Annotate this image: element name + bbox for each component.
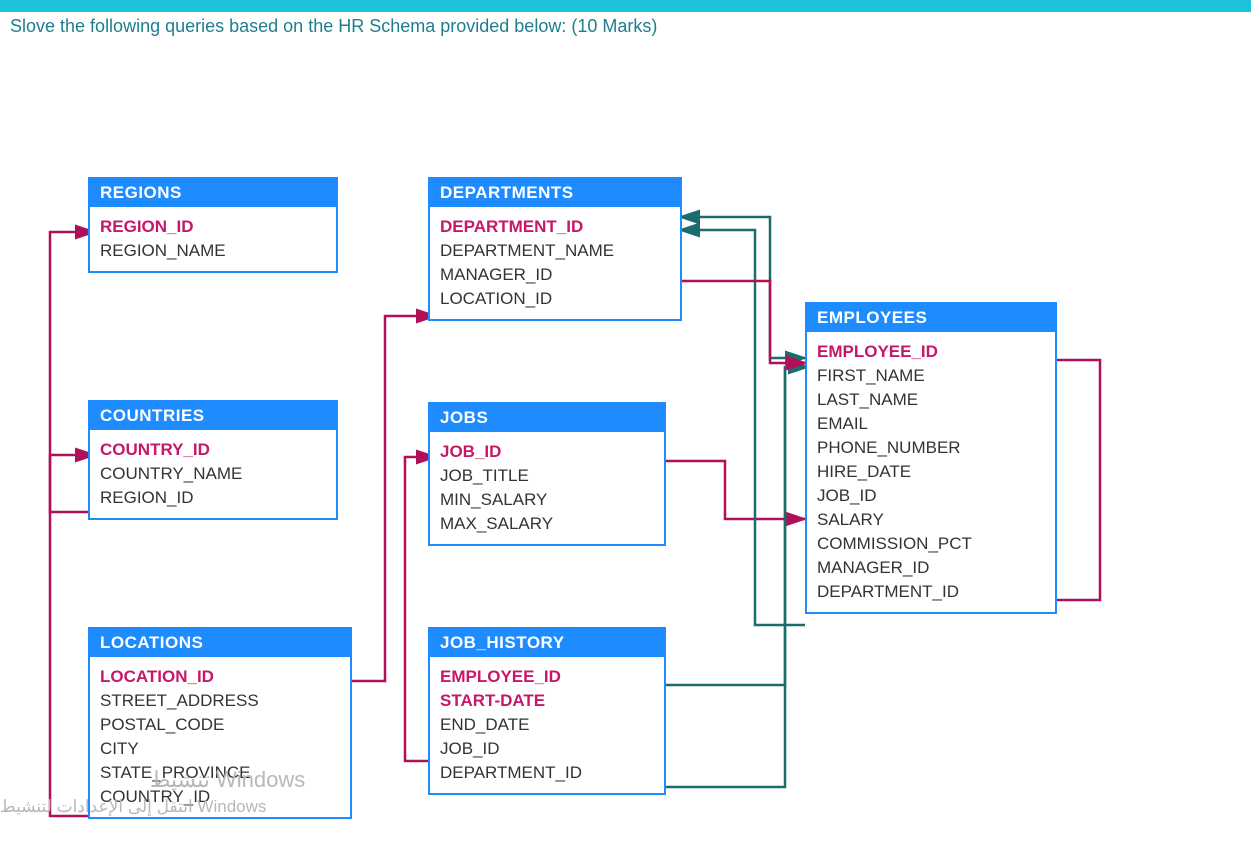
entity-header-countries: COUNTRIES (90, 402, 336, 430)
field-departments-location_id: LOCATION_ID (440, 287, 670, 311)
field-departments-department_name: DEPARTMENT_NAME (440, 239, 670, 263)
field-employees-phone_number: PHONE_NUMBER (817, 436, 1045, 460)
entity-body-regions: REGION_IDREGION_NAME (90, 207, 336, 271)
entity-jobs: JOBSJOB_IDJOB_TITLEMIN_SALARYMAX_SALARY (428, 402, 666, 546)
field-employees-department_id: DEPARTMENT_ID (817, 580, 1045, 604)
field-departments-department_id: DEPARTMENT_ID (440, 215, 670, 239)
field-employees-last_name: LAST_NAME (817, 388, 1045, 412)
field-locations-location_id: LOCATION_ID (100, 665, 340, 689)
entity-header-jobs: JOBS (430, 404, 664, 432)
entity-body-jobs: JOB_IDJOB_TITLEMIN_SALARYMAX_SALARY (430, 432, 664, 544)
watermark-line2: انتقل إلى الإعدادات لتنشيط Windows (0, 797, 266, 817)
field-job_history-employee_id: EMPLOYEE_ID (440, 665, 654, 689)
field-countries-country_id: COUNTRY_ID (100, 438, 326, 462)
entity-header-departments: DEPARTMENTS (430, 179, 680, 207)
question-text: Slove the following queries based on the… (0, 12, 1251, 67)
entity-body-job_history: EMPLOYEE_IDSTART-DATEEND_DATEJOB_IDDEPAR… (430, 657, 664, 793)
entity-job_history: JOB_HISTORYEMPLOYEE_IDSTART-DATEEND_DATE… (428, 627, 666, 795)
field-jobs-job_id: JOB_ID (440, 440, 654, 464)
entity-header-regions: REGIONS (90, 179, 336, 207)
entity-regions: REGIONSREGION_IDREGION_NAME (88, 177, 338, 273)
entity-body-countries: COUNTRY_IDCOUNTRY_NAMEREGION_ID (90, 430, 336, 518)
entity-employees: EMPLOYEESEMPLOYEE_IDFIRST_NAMELAST_NAMEE… (805, 302, 1057, 614)
field-locations-postal_code: POSTAL_CODE (100, 713, 340, 737)
watermark-line1: تنشيط Windows (150, 767, 305, 793)
field-job_history-start-date: START-DATE (440, 689, 654, 713)
field-locations-street_address: STREET_ADDRESS (100, 689, 340, 713)
field-employees-commission_pct: COMMISSION_PCT (817, 532, 1045, 556)
field-employees-job_id: JOB_ID (817, 484, 1045, 508)
field-employees-hire_date: HIRE_DATE (817, 460, 1045, 484)
diagram-canvas: REGIONSREGION_IDREGION_NAMECOUNTRIESCOUN… (0, 67, 1251, 867)
field-departments-manager_id: MANAGER_ID (440, 263, 670, 287)
field-countries-region_id: REGION_ID (100, 486, 326, 510)
field-employees-manager_id: MANAGER_ID (817, 556, 1045, 580)
field-employees-salary: SALARY (817, 508, 1045, 532)
field-countries-country_name: COUNTRY_NAME (100, 462, 326, 486)
field-job_history-end_date: END_DATE (440, 713, 654, 737)
entity-header-employees: EMPLOYEES (807, 304, 1055, 332)
field-regions-region_name: REGION_NAME (100, 239, 326, 263)
entity-body-locations: LOCATION_IDSTREET_ADDRESSPOSTAL_CODECITY… (90, 657, 350, 817)
field-locations-city: CITY (100, 737, 340, 761)
entity-countries: COUNTRIESCOUNTRY_IDCOUNTRY_NAMEREGION_ID (88, 400, 338, 520)
connector-5 (680, 217, 805, 358)
entity-body-departments: DEPARTMENT_IDDEPARTMENT_NAMEMANAGER_IDLO… (430, 207, 680, 319)
connector-7 (666, 367, 808, 787)
header-bar (0, 0, 1251, 12)
field-job_history-job_id: JOB_ID (440, 737, 654, 761)
entity-header-job_history: JOB_HISTORY (430, 629, 664, 657)
connector-6 (680, 230, 805, 625)
field-employees-email: EMAIL (817, 412, 1045, 436)
entity-body-employees: EMPLOYEE_IDFIRST_NAMELAST_NAMEEMAILPHONE… (807, 332, 1055, 612)
field-job_history-department_id: DEPARTMENT_ID (440, 761, 654, 785)
field-jobs-job_title: JOB_TITLE (440, 464, 654, 488)
field-employees-employee_id: EMPLOYEE_ID (817, 340, 1045, 364)
field-regions-region_id: REGION_ID (100, 215, 326, 239)
field-jobs-min_salary: MIN_SALARY (440, 488, 654, 512)
field-jobs-max_salary: MAX_SALARY (440, 512, 654, 536)
entity-header-locations: LOCATIONS (90, 629, 350, 657)
field-employees-first_name: FIRST_NAME (817, 364, 1045, 388)
entity-departments: DEPARTMENTSDEPARTMENT_IDDEPARTMENT_NAMEM… (428, 177, 682, 321)
